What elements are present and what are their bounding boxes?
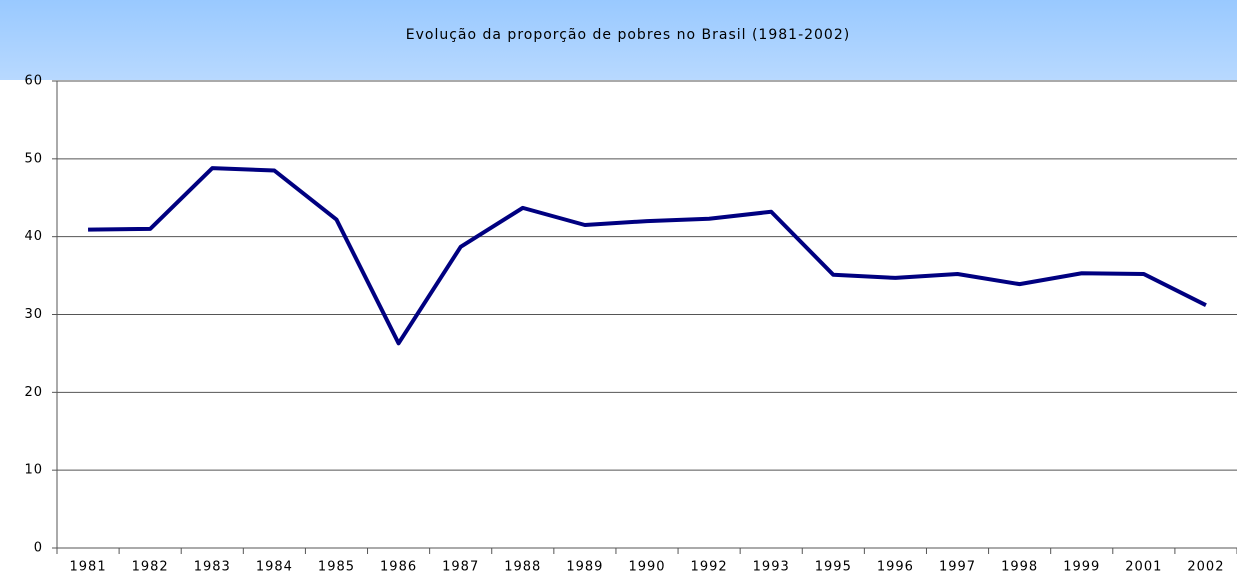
x-tick-label: 1984 bbox=[256, 560, 293, 575]
y-tick-label: 30 bbox=[24, 307, 43, 322]
x-tick-label: 1988 bbox=[504, 560, 541, 575]
x-tick-label: 1982 bbox=[132, 560, 169, 575]
x-tick-label: 1995 bbox=[815, 560, 852, 575]
x-tick-label: 1997 bbox=[939, 560, 976, 575]
x-tick-label: 1983 bbox=[194, 560, 231, 575]
x-tick-label: 1999 bbox=[1063, 560, 1100, 575]
x-tick-label: 2001 bbox=[1125, 560, 1162, 575]
chart-title: Evolução da proporção de pobres no Brasi… bbox=[406, 27, 850, 43]
x-tick-label: 1986 bbox=[380, 560, 417, 575]
x-tick-label: 1989 bbox=[566, 560, 603, 575]
x-tick-label: 1987 bbox=[442, 560, 479, 575]
x-tick-label: 1996 bbox=[877, 560, 914, 575]
y-tick-label: 50 bbox=[24, 151, 43, 166]
header-band bbox=[0, 0, 1237, 80]
x-tick-label: 1985 bbox=[318, 560, 355, 575]
y-tick-label: 0 bbox=[34, 541, 43, 556]
x-tick-label: 2002 bbox=[1187, 560, 1224, 575]
y-tick-label: 20 bbox=[24, 385, 43, 400]
x-tick-label: 1992 bbox=[691, 560, 728, 575]
y-tick-label: 60 bbox=[24, 74, 43, 89]
line-series bbox=[88, 166, 1207, 346]
x-tick-label: 1998 bbox=[1001, 560, 1038, 575]
x-tick-label: 1990 bbox=[628, 560, 665, 575]
x-tick-label: 1993 bbox=[753, 560, 790, 575]
y-tick-label: 40 bbox=[24, 229, 43, 244]
y-tick-label: 10 bbox=[24, 463, 43, 478]
x-tick-label: 1981 bbox=[70, 560, 107, 575]
